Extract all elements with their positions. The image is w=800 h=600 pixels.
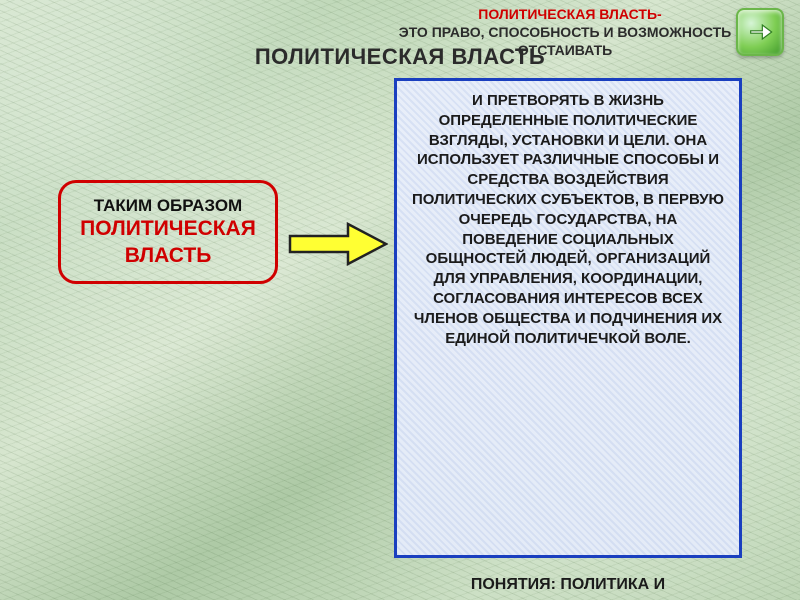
concept-box: ТАКИМ ОБРАЗОМ ПОЛИТИЧЕСКАЯ ВЛАСТЬ	[58, 180, 278, 284]
arrow-right-icon	[746, 18, 774, 46]
concept-main: ПОЛИТИЧЕСКАЯ ВЛАСТЬ	[71, 216, 265, 269]
concept-lead: ТАКИМ ОБРАЗОМ	[71, 195, 265, 216]
slide-content: ПОЛИТИЧЕСКАЯ ВЛАСТЬ ПОЛИТИЧЕСКАЯ ВЛАСТЬ-…	[0, 0, 800, 600]
arrow-right-shape-icon	[288, 222, 388, 266]
definition-text: И ПРЕТВОРЯТЬ В ЖИЗНЬ ОПРЕДЕЛЕННЫЕ ПОЛИТИ…	[412, 92, 724, 347]
definition-heading-red: ПОЛИТИЧЕСКАЯ ВЛАСТЬ-	[400, 6, 740, 24]
footer-terms: ПОНЯТИЯ: ПОЛИТИКА И	[394, 576, 742, 594]
definition-box: И ПРЕТВОРЯТЬ В ЖИЗНЬ ОПРЕДЕЛЕННЫЕ ПОЛИТИ…	[394, 78, 742, 558]
definition-heading-black: ЭТО ПРАВО, СПОСОБНОСТЬ И ВОЗМОЖНОСТЬ ОТС…	[390, 24, 740, 59]
next-slide-button[interactable]	[736, 8, 784, 56]
